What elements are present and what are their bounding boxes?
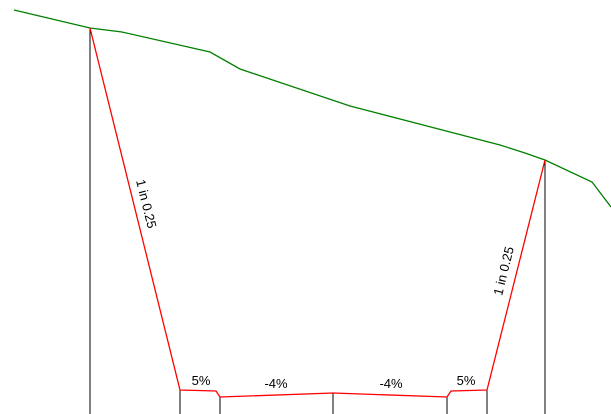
right-shoulder-slope-label: 5%	[457, 373, 476, 388]
left-carriageway-slope-label: -4%	[264, 376, 288, 391]
reference-lines	[89, 28, 546, 414]
right-carriageway-slope-label: -4%	[379, 376, 403, 391]
left-shoulder-slope-label: 5%	[192, 373, 211, 388]
left-batter-slope-label: 1 in 0.25	[133, 178, 160, 230]
design-section-line	[89, 27, 546, 398]
natural-ground-line	[13, 9, 611, 208]
